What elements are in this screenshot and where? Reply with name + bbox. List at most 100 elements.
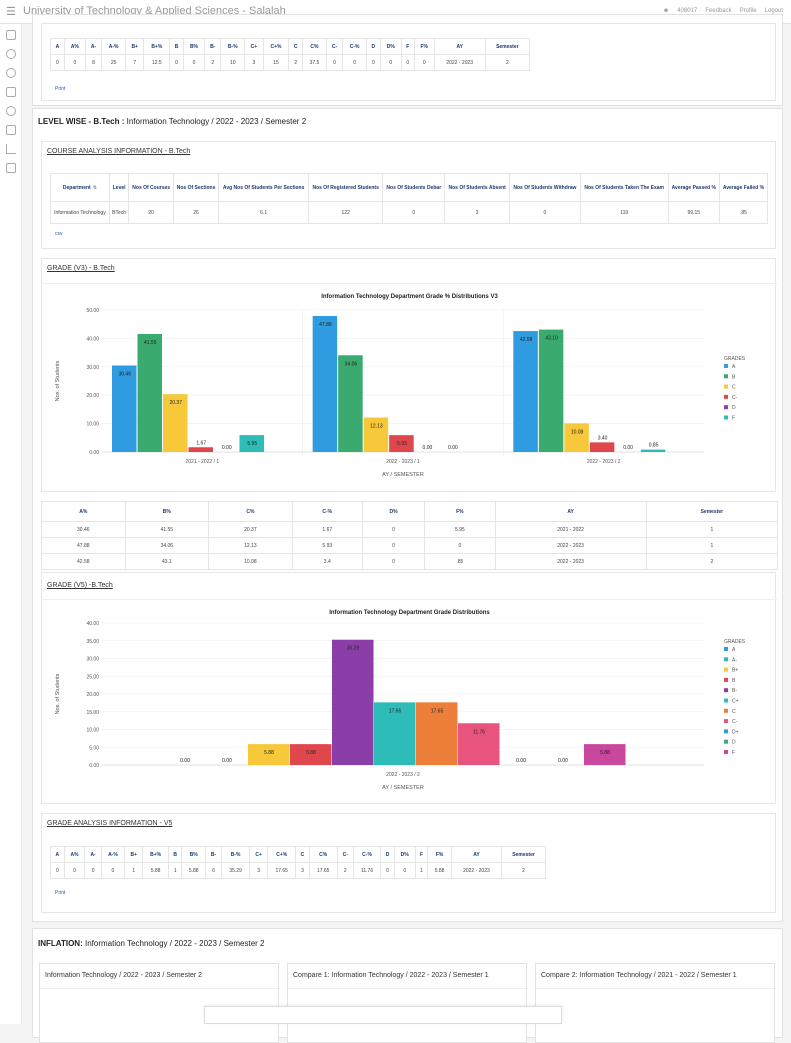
chart-icon[interactable] (6, 144, 16, 154)
bar[interactable] (332, 639, 374, 765)
feedback-link[interactable]: Feedback (705, 8, 732, 14)
bar[interactable] (374, 702, 416, 765)
table-cell: 1 (414, 862, 429, 879)
grade-v3-card: GRADE (V3) - B.Tech Information Technolo… (41, 258, 777, 492)
legend-entry[interactable]: C- (732, 395, 738, 401)
bar[interactable] (564, 423, 589, 452)
table-cell: 0 (400, 54, 415, 71)
legend-entry[interactable]: A (732, 364, 736, 370)
y-tick-label: 30.00 (86, 365, 99, 371)
users-icon[interactable] (6, 49, 16, 59)
bar[interactable] (188, 447, 214, 452)
table-header: A% (63, 846, 86, 863)
table-cell: 2 (645, 553, 779, 570)
bar[interactable] (584, 744, 626, 765)
legend-entry[interactable]: D (732, 405, 736, 411)
clipboard-icon[interactable] (6, 87, 16, 97)
legend-entry[interactable]: D (732, 740, 736, 746)
legend-swatch (724, 405, 728, 410)
table-cell: 99.15 (667, 201, 720, 224)
y-tick-label: 10.00 (86, 728, 99, 734)
bar[interactable] (248, 744, 290, 765)
bar[interactable] (589, 442, 615, 452)
legend-entry[interactable]: B (732, 374, 736, 380)
table-cell: 42.58 (41, 553, 126, 570)
table-header: B- (203, 38, 222, 55)
legend-entry[interactable]: D+ (732, 729, 739, 735)
sort-icon[interactable]: ⇅ (92, 184, 97, 191)
table-cell: 3 (244, 54, 264, 71)
table-header: C-% (352, 846, 382, 863)
legend-entry[interactable]: A (732, 647, 736, 653)
table-header[interactable]: Department ⇅ (50, 173, 110, 202)
bar[interactable] (239, 435, 265, 452)
legend-entry[interactable]: A- (732, 657, 737, 663)
data-label: 5.88 (264, 750, 274, 756)
legend-entry[interactable]: C+ (732, 699, 739, 705)
legend-swatch (724, 739, 728, 744)
table-cell: 34.06 (124, 537, 210, 554)
table-cell: 2021 - 2022 (494, 521, 647, 538)
legend-entry[interactable]: C (732, 709, 736, 715)
menu-icon[interactable]: ☰ (6, 6, 16, 18)
legend-entry[interactable]: B+ (732, 668, 738, 674)
x-tick-label: 2022 - 2023 / 2 (587, 459, 621, 465)
bar[interactable] (163, 394, 188, 452)
divider (42, 599, 777, 600)
bar[interactable] (290, 744, 332, 765)
bar[interactable] (389, 435, 414, 452)
table-header: A-% (100, 846, 126, 863)
legend-entry[interactable]: B- (732, 688, 737, 694)
legend-swatch (724, 647, 728, 651)
print-button[interactable]: Print (55, 86, 66, 92)
group-icon[interactable] (6, 106, 16, 116)
bar[interactable] (513, 331, 538, 452)
document-icon[interactable] (6, 163, 16, 173)
table-cell: 0 (393, 862, 416, 879)
dashboard-icon[interactable] (6, 30, 16, 40)
bar[interactable] (458, 723, 500, 765)
bar[interactable] (416, 702, 458, 765)
table-header: Level (108, 173, 130, 202)
legend-entry[interactable]: C- (732, 719, 738, 725)
table-cell: 25 (101, 54, 126, 71)
data-label: 20.37 (169, 400, 182, 406)
file-search-icon[interactable] (6, 125, 16, 135)
legend-entry[interactable]: F (732, 750, 735, 756)
legend-entry[interactable]: C (732, 385, 736, 391)
table-cell: 2022 - 2023 (494, 553, 647, 570)
data-label: 5.95 (247, 441, 257, 447)
table-cell: 1 (645, 537, 779, 554)
table-cell: 8 (84, 54, 103, 71)
table-cell: 0 (100, 862, 126, 879)
table-header: C- (325, 38, 344, 55)
bar[interactable] (640, 449, 666, 452)
legend-entry[interactable]: F (732, 416, 735, 422)
top-grade-table: A A% A- A-% B+ B+% B B% B- B-% C+ C+% C C% C- C-% D D% F F%… (50, 38, 531, 71)
csv-button[interactable]: csv (55, 231, 63, 237)
table-cell: 0 (361, 521, 426, 538)
table-cell: 0 (361, 537, 426, 554)
legend-swatch (724, 688, 728, 693)
bar[interactable] (538, 329, 564, 452)
bar[interactable] (312, 316, 338, 452)
table-header: AY (433, 38, 486, 55)
profile-link[interactable]: Profile (739, 8, 757, 14)
table-header: B+% (142, 846, 169, 863)
bar[interactable] (338, 355, 363, 452)
data-label: 0.00 (558, 758, 568, 764)
logout-link[interactable]: Logout (764, 8, 783, 14)
print-button[interactable]: Print (55, 890, 66, 896)
bar[interactable] (363, 417, 389, 452)
bar[interactable] (112, 365, 137, 452)
table-header: Nos Of Students Taken The Exam (579, 173, 669, 202)
table-cell: 0 (509, 201, 581, 224)
user-search-icon[interactable] (6, 68, 16, 78)
table-header: Average Passed % (667, 173, 720, 202)
bar[interactable] (137, 333, 163, 452)
table-cell: 30.46 (41, 521, 126, 538)
legend-entry[interactable]: B (732, 678, 736, 684)
data-label: 47.88 (319, 322, 332, 328)
divider (288, 988, 528, 989)
table-cell: 0 (84, 862, 102, 879)
